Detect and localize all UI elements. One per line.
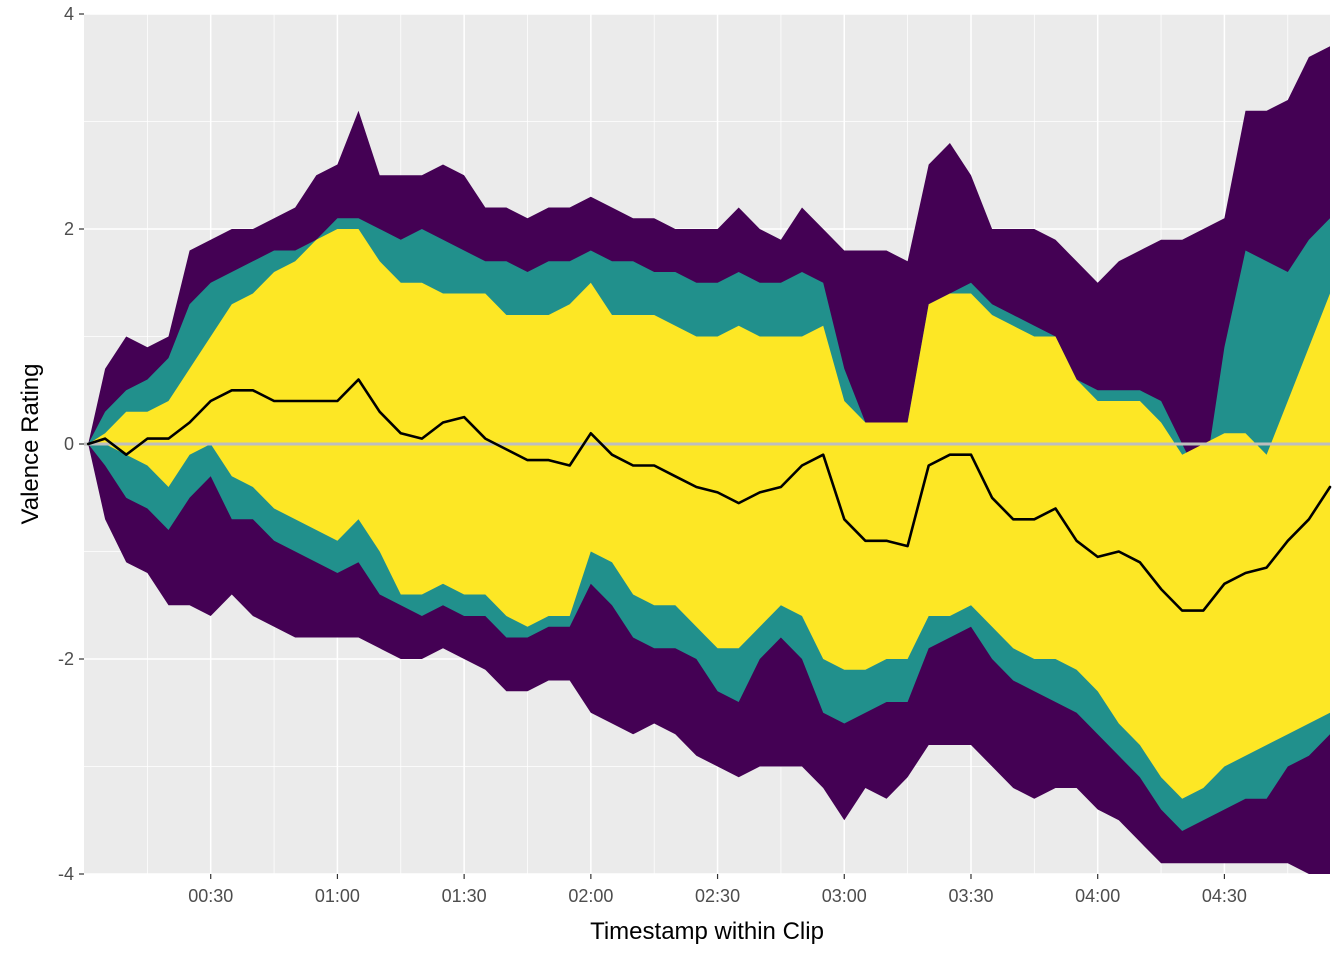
x-tick-label: 04:30 bbox=[1202, 886, 1247, 906]
x-tick-label: 01:00 bbox=[315, 886, 360, 906]
y-tick-label: -4 bbox=[58, 864, 74, 884]
y-tick-label: 0 bbox=[64, 434, 74, 454]
y-tick-label: -2 bbox=[58, 649, 74, 669]
mean-valence-line bbox=[86, 378, 1332, 612]
x-tick-label: 02:30 bbox=[695, 886, 740, 906]
axes-layer: 00:30 01:00 01:30 02:00 02:30 03:00 03:30 04:00… bbox=[58, 4, 1247, 906]
mean-line-layer bbox=[86, 378, 1332, 612]
x-axis-title: Timestamp within Clip bbox=[590, 918, 824, 945]
x-tick-label: 04:00 bbox=[1075, 886, 1120, 906]
y-tick-label: 4 bbox=[64, 4, 74, 24]
x-tick-label: 01:30 bbox=[442, 886, 487, 906]
x-tick-label: 03:00 bbox=[822, 886, 867, 906]
y-tick-label: 2 bbox=[64, 219, 74, 239]
x-tick-label: 00:30 bbox=[188, 886, 233, 906]
y-axis-title: Valence Rating bbox=[17, 364, 44, 525]
bands-layer bbox=[88, 46, 1331, 874]
x-tick-label: 03:30 bbox=[948, 886, 993, 906]
x-tick-label: 02:00 bbox=[568, 886, 613, 906]
inner-band-area bbox=[88, 229, 1331, 799]
